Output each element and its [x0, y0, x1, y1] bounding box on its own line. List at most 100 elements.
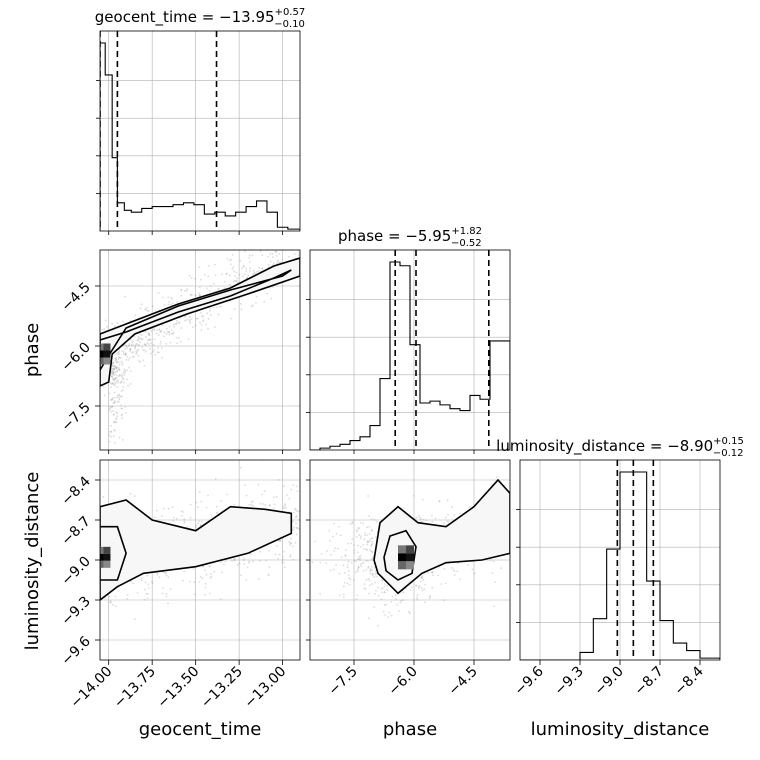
sample-point	[407, 610, 410, 613]
sample-point	[141, 338, 144, 340]
sample-point	[417, 587, 420, 590]
sample-point	[187, 338, 190, 340]
sample-point	[391, 595, 394, 598]
sample-point	[261, 267, 264, 269]
sample-point	[207, 275, 210, 277]
sample-point	[368, 515, 370, 518]
sample-point	[167, 576, 170, 579]
sample-point	[447, 521, 450, 523]
sample-point	[204, 593, 206, 596]
sample-point	[242, 264, 245, 267]
sample-point	[329, 539, 332, 542]
sample-point	[153, 349, 155, 352]
sample-point	[183, 289, 186, 292]
sample-point	[242, 559, 245, 562]
sample-point	[129, 370, 132, 373]
sample-point	[275, 255, 278, 257]
sample-point	[180, 289, 183, 291]
sample-point	[115, 374, 118, 376]
sample-point	[208, 565, 211, 568]
sample-point	[152, 350, 154, 353]
contour-1	[100, 525, 127, 581]
sample-point	[226, 272, 228, 275]
sample-point	[459, 578, 462, 581]
sample-point	[350, 561, 353, 564]
sample-point	[220, 273, 223, 276]
ytick-label-luminosity_distance: −9.3	[58, 594, 93, 629]
sample-point	[446, 499, 449, 502]
sample-point	[362, 522, 364, 525]
sample-point	[113, 371, 115, 374]
sample-point	[115, 359, 118, 361]
sample-point	[112, 368, 114, 371]
sample-point	[124, 295, 127, 298]
sample-point	[113, 421, 116, 424]
sample-point	[130, 343, 133, 346]
sample-point	[255, 270, 258, 273]
sample-point	[117, 375, 120, 378]
panel-frame	[309, 249, 511, 451]
sample-point	[113, 428, 116, 431]
sample-point	[170, 296, 173, 299]
sample-point	[338, 525, 341, 528]
sample-point	[415, 584, 417, 587]
sample-point	[250, 305, 253, 308]
sample-point	[546, 505, 548, 507]
sample-point	[117, 368, 120, 371]
sample-point	[210, 573, 212, 575]
sample-point	[199, 523, 202, 526]
sample-point	[514, 527, 516, 529]
sample-point	[319, 593, 322, 595]
sample-point	[220, 305, 222, 308]
sample-point	[261, 268, 264, 271]
sample-point	[357, 527, 360, 529]
sample-point	[209, 565, 211, 567]
sample-point	[357, 551, 359, 554]
ytick-label-luminosity_distance: −9.0	[58, 554, 93, 589]
sample-point	[114, 357, 116, 360]
histogram-panel-phase	[310, 250, 510, 450]
sample-point	[368, 539, 371, 542]
sample-point	[541, 510, 543, 512]
sample-point	[353, 578, 355, 581]
sample-point	[110, 375, 113, 378]
sample-point	[500, 567, 503, 570]
sample-point	[147, 310, 150, 312]
sample-point	[199, 294, 201, 297]
sample-point	[279, 540, 282, 542]
sample-point	[293, 241, 295, 243]
sample-point	[109, 600, 112, 602]
sample-point	[199, 524, 202, 527]
sample-point	[223, 563, 225, 566]
sample-point	[250, 503, 253, 506]
sample-point	[124, 405, 127, 408]
sample-point	[143, 349, 146, 351]
sample-point	[108, 392, 111, 395]
sample-point	[110, 410, 112, 413]
sample-point	[370, 517, 373, 520]
sample-point	[366, 541, 369, 544]
sample-point	[226, 257, 229, 260]
sample-point	[275, 495, 278, 498]
sample-point	[116, 381, 119, 384]
sample-point	[162, 586, 164, 589]
sample-point	[374, 593, 377, 595]
sample-point	[156, 329, 159, 332]
sample-point	[189, 516, 192, 519]
sample-point	[158, 576, 161, 579]
sample-point	[346, 582, 349, 585]
sample-point	[276, 262, 279, 265]
sample-point	[489, 559, 491, 561]
sample-point	[471, 568, 474, 571]
sample-point	[367, 495, 370, 497]
sample-point	[240, 308, 243, 311]
scatter-panel-geocent_time-luminosity_distance	[100, 460, 300, 660]
sample-point	[166, 330, 169, 333]
sample-point	[262, 503, 265, 505]
sample-point	[115, 367, 118, 369]
sample-point	[112, 378, 115, 381]
xtick-label-luminosity_distance: −9.3	[551, 664, 586, 699]
sample-point	[495, 476, 498, 478]
y-axis-label-luminosity-distance: luminosity_distance	[22, 472, 43, 651]
density-peak-cell	[100, 553, 104, 561]
